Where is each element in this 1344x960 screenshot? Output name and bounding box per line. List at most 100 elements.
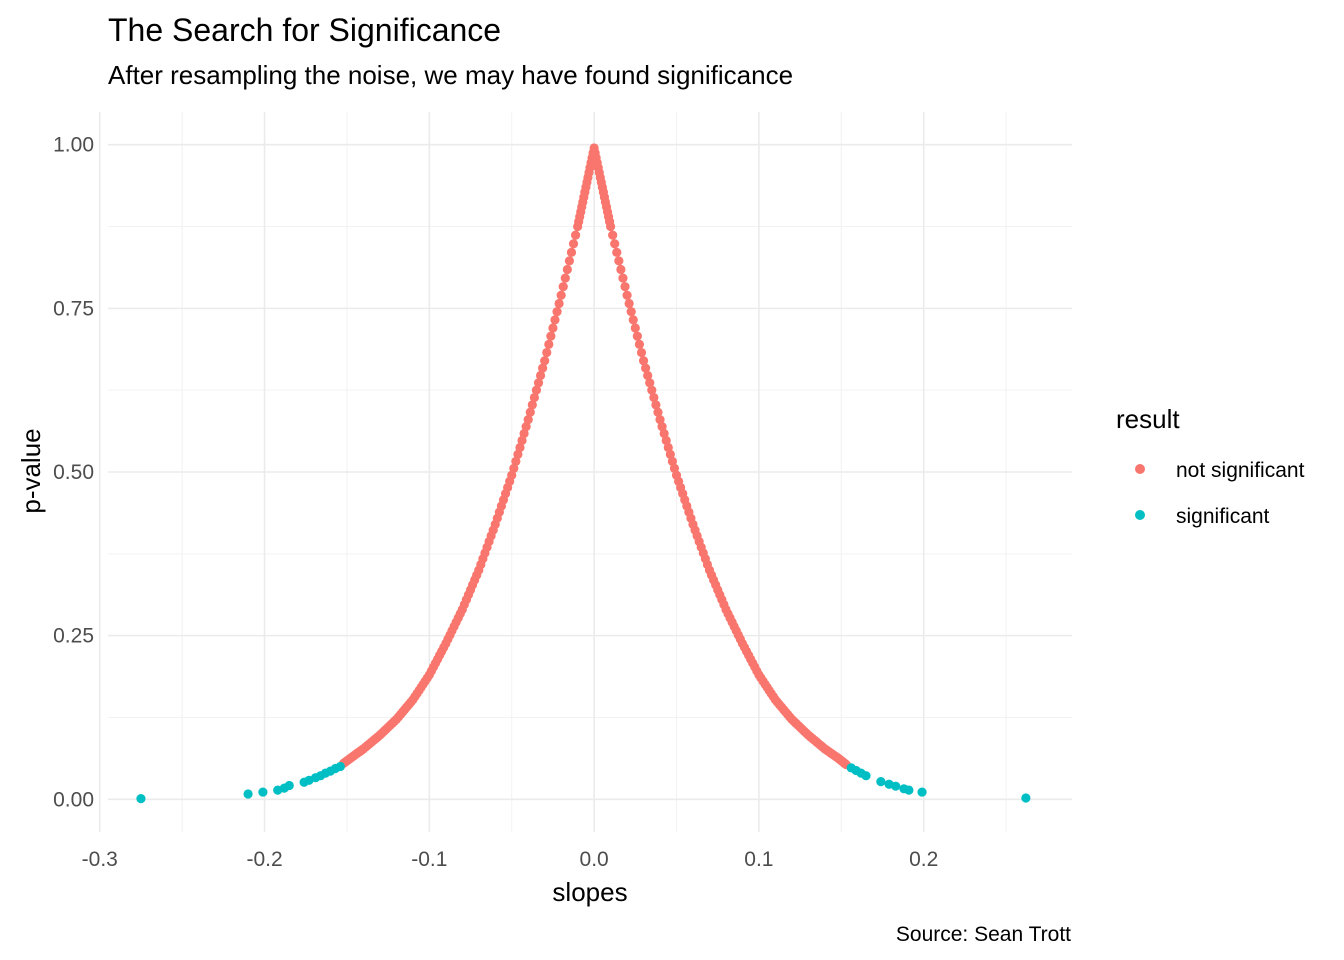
y-tick-label: 0.00	[53, 788, 94, 811]
data-point	[509, 463, 519, 473]
data-point	[605, 221, 616, 232]
data-point	[544, 339, 554, 349]
chart-caption: Source: Sean Trott	[896, 923, 1071, 946]
data-point	[624, 298, 634, 309]
data-point	[533, 378, 544, 388]
chart-subtitle: After resampling the noise, we may have …	[108, 60, 793, 90]
legend-key-not-significant	[1135, 464, 1145, 474]
data-point	[566, 247, 577, 257]
data-point	[665, 449, 675, 460]
data-point	[620, 282, 630, 292]
data-point	[570, 230, 581, 240]
data-point	[507, 470, 517, 480]
data-point	[531, 385, 542, 395]
data-point	[554, 298, 564, 309]
data-point	[550, 315, 560, 325]
data-point	[917, 787, 927, 797]
plot-grid	[98, 112, 1072, 832]
data-point	[610, 239, 620, 249]
data-point	[560, 273, 570, 283]
data-point	[564, 256, 575, 266]
data-point	[861, 771, 871, 781]
data-point	[651, 400, 661, 410]
y-tick-label: 0.75	[53, 297, 94, 320]
legend-key-significant	[1135, 510, 1145, 520]
data-point	[513, 449, 523, 460]
data-point	[529, 392, 539, 403]
data-point	[622, 290, 632, 300]
data-point	[647, 385, 657, 395]
data-point	[511, 456, 521, 466]
data-point	[649, 392, 659, 403]
data-point	[136, 794, 146, 804]
data-point	[558, 282, 568, 292]
data-point	[523, 415, 533, 425]
data-point	[515, 442, 525, 453]
data-point	[657, 421, 667, 432]
data-point	[546, 331, 556, 341]
y-axis-title: p-value	[16, 428, 46, 513]
data-point	[540, 356, 550, 366]
data-point	[641, 363, 651, 373]
data-point	[669, 463, 680, 473]
x-tick-label: -0.2	[246, 848, 282, 871]
data-point	[645, 378, 655, 388]
data-point	[521, 421, 531, 432]
chart-title: The Search for Significance	[108, 12, 501, 48]
data-point	[628, 315, 638, 325]
data-point	[527, 400, 537, 410]
y-axis-ticks: 0.00 0.25 0.50 0.75 1.00	[53, 134, 94, 812]
data-point	[643, 370, 653, 381]
data-point	[618, 273, 628, 283]
y-tick-label: 1.00	[53, 134, 94, 157]
data-point	[517, 435, 527, 446]
x-tick-label: 0.0	[580, 848, 609, 871]
data-point	[904, 785, 914, 795]
data-point	[655, 415, 665, 425]
legend-label-significant: significant	[1176, 505, 1270, 528]
y-tick-label: 0.25	[53, 625, 94, 648]
data-point	[542, 347, 552, 358]
data-point	[891, 781, 901, 791]
data-point	[661, 435, 671, 446]
data-point	[667, 456, 677, 466]
data-point	[616, 264, 626, 275]
data-point	[659, 428, 669, 439]
x-axis-ticks: -0.3 -0.2 -0.1 0.0 0.1 0.2	[82, 848, 939, 871]
data-point	[608, 230, 618, 240]
data-point	[525, 407, 535, 417]
data-point	[1021, 793, 1031, 803]
data-point	[284, 780, 294, 791]
x-axis-title: slopes	[552, 877, 627, 907]
data-point	[653, 407, 663, 417]
data-point	[638, 356, 649, 366]
data-point	[663, 442, 673, 453]
data-point	[535, 370, 546, 381]
x-tick-label: 0.1	[744, 848, 773, 871]
data-point	[630, 323, 640, 333]
data-point	[626, 307, 636, 317]
data-point	[568, 239, 579, 249]
data-point	[612, 247, 622, 257]
x-tick-label: -0.1	[411, 848, 447, 871]
data-point	[552, 307, 562, 317]
x-tick-label: -0.3	[82, 848, 118, 871]
x-tick-label: 0.2	[909, 848, 938, 871]
data-point	[876, 777, 886, 787]
data-point	[556, 290, 566, 300]
data-point	[548, 323, 558, 333]
data-point	[634, 339, 645, 349]
legend-label-not-significant: not significant	[1176, 459, 1305, 482]
y-tick-label: 0.50	[53, 461, 94, 484]
data-point	[632, 331, 642, 341]
data-point	[243, 789, 253, 799]
legend-title: result	[1116, 404, 1180, 434]
data-point	[519, 428, 529, 439]
data-point	[562, 264, 572, 275]
data-point	[538, 363, 548, 373]
data-point	[335, 761, 345, 772]
data-point	[636, 347, 647, 358]
data-point	[614, 256, 624, 266]
data-points	[136, 143, 1031, 804]
